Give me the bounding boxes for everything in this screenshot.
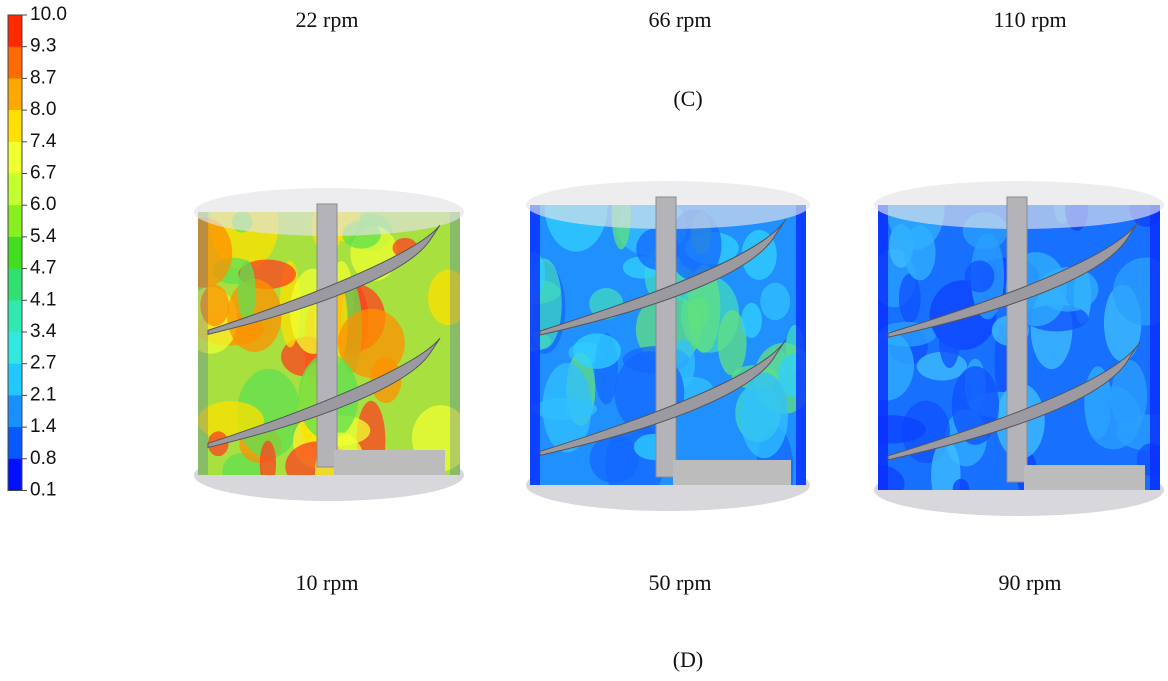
- colorbar-label: 9.3: [30, 36, 56, 57]
- caption: 22 rpm: [296, 7, 359, 32]
- caption: 90 rpm: [999, 570, 1062, 595]
- colorbar-band: [8, 142, 22, 174]
- colorbar-label: 6.0: [30, 194, 56, 215]
- colorbar-label: 0.1: [30, 480, 56, 501]
- caption: 50 rpm: [649, 570, 712, 595]
- colorbar-label: 2.7: [30, 353, 56, 374]
- colorbar-band: [8, 205, 22, 237]
- shaft: [656, 197, 676, 477]
- colorbar-band: [8, 427, 22, 459]
- shaft: [317, 204, 337, 467]
- contour-blob: [238, 260, 256, 323]
- shaft: [1007, 197, 1027, 482]
- wall-edge: [530, 205, 540, 485]
- baffle: [334, 450, 445, 475]
- caption: 66 rpm: [649, 7, 712, 32]
- contour-blob: [573, 333, 621, 369]
- colorbar-label: 7.4: [30, 131, 57, 152]
- wall-edge: [796, 205, 806, 485]
- contour-blob: [965, 260, 995, 292]
- colorbar-band: [8, 395, 22, 427]
- wall-edge: [450, 212, 460, 475]
- colorbar-band: [8, 300, 22, 332]
- colorbar-band: [8, 15, 22, 47]
- colorbar-band: [8, 459, 22, 491]
- colorbar-label: 5.4: [30, 226, 57, 247]
- panel-label: (D): [673, 647, 704, 672]
- colorbar-label: 1.4: [30, 416, 57, 437]
- colorbar-label: 3.4: [30, 321, 57, 342]
- colorbar-label: 4.7: [30, 258, 56, 279]
- wall-edge: [198, 212, 208, 475]
- contour-blob: [428, 270, 469, 326]
- colorbar-band: [8, 47, 22, 79]
- contour-blob: [740, 372, 788, 458]
- colorbar-band: [8, 269, 22, 301]
- contour-blob: [904, 225, 935, 280]
- baffle: [1024, 465, 1145, 490]
- wall-edge: [1150, 205, 1160, 490]
- figure: 10.0 9.3 8.7 8.0 7.4 6.7 6.0 5.4 4.7 4.1 3.4 2.7 2.1…: [0, 0, 1168, 681]
- colorbar-band: [8, 332, 22, 364]
- colorbar: 10.0 9.3 8.7 8.0 7.4 6.7 6.0 5.4 4.7 4.1 3.4 2.7 2.1…: [8, 4, 67, 501]
- wall-edge: [878, 205, 888, 490]
- colorbar-band: [8, 78, 22, 110]
- colorbar-band: [8, 110, 22, 142]
- contour-images: [177, 160, 1168, 516]
- colorbar-band: [8, 174, 22, 206]
- colorbar-label: 0.8: [30, 448, 56, 469]
- colorbar-label: 8.0: [30, 99, 56, 120]
- panel-label: (C): [673, 86, 702, 111]
- caption: 10 rpm: [296, 570, 359, 595]
- contour-blob: [899, 274, 921, 324]
- contour-blob: [1086, 387, 1140, 450]
- colorbar-label: 6.7: [30, 163, 56, 184]
- colorbar-label: 10.0: [30, 4, 67, 25]
- colorbar-label: 4.1: [30, 289, 56, 310]
- contour-blob: [854, 415, 926, 443]
- baffle: [673, 460, 791, 485]
- colorbar-label: 2.1: [30, 384, 56, 405]
- colorbar-band: [8, 364, 22, 396]
- caption: 110 rpm: [993, 7, 1066, 32]
- colorbar-label: 8.7: [30, 67, 56, 88]
- contour-blob: [741, 303, 762, 338]
- contour-blob: [760, 283, 790, 321]
- page: {"colorbar": {"labels": ["10.0", "9.3", …: [0, 0, 1168, 681]
- colorbar-band: [8, 237, 22, 269]
